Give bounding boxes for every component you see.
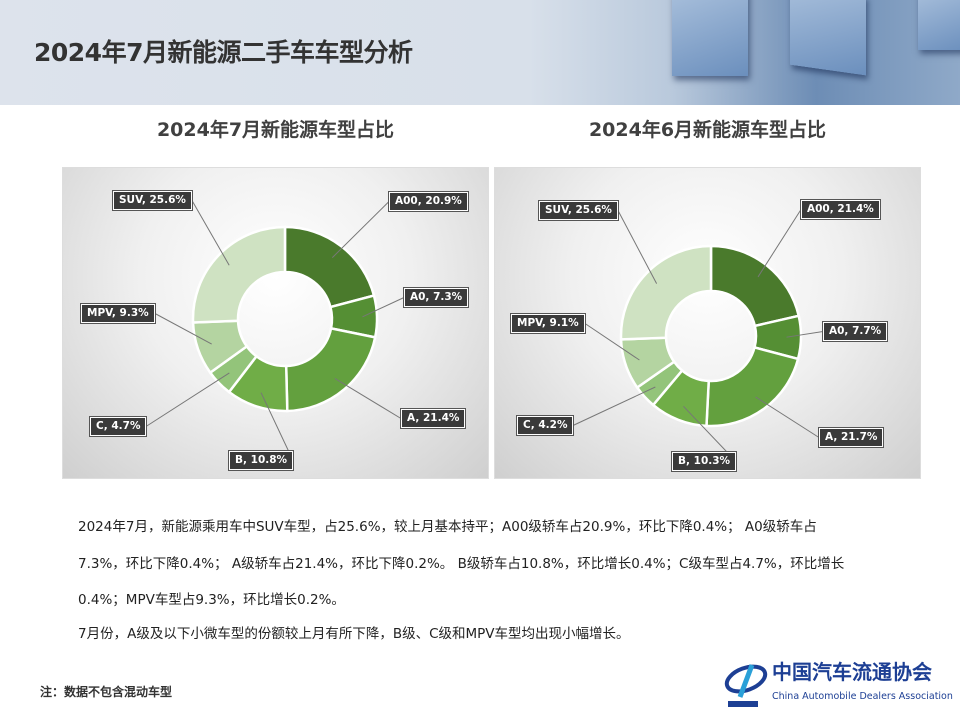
page-title: 2024年7月新能源二手车车型分析 (34, 38, 413, 67)
leader-line (154, 313, 212, 345)
leader-line (572, 386, 656, 426)
leader-line (757, 209, 802, 278)
leader-line (584, 323, 640, 361)
leader-line (331, 201, 390, 258)
footnote: 注：数据不包含混动车型 (40, 685, 173, 699)
logo-english-name: China Automobile Dealers Association (772, 691, 953, 702)
leader-line (755, 396, 820, 438)
slice-a00 (283, 225, 376, 309)
chart-title-june: 2024年6月新能源车型占比 (588, 119, 827, 141)
data-label-b: B, 10.3% (672, 452, 737, 471)
slice-a (705, 345, 800, 428)
analysis-line: 0.4%；MPV车型占9.3%，环比增长0.2%。 (78, 592, 345, 608)
decorative-cube (790, 0, 866, 76)
data-label-suv: SUV, 25.6% (539, 201, 618, 220)
data-label-mpv: MPV, 9.3% (81, 304, 155, 323)
donut-svg (145, 200, 405, 461)
data-label-c: C, 4.2% (517, 416, 574, 435)
data-label-a: A, 21.4% (401, 409, 466, 428)
data-label-c: C, 4.7% (90, 417, 147, 436)
slice-suv (619, 244, 713, 341)
leader-line (334, 377, 402, 419)
slice-suv (191, 225, 287, 324)
data-label-b: B, 10.8% (229, 451, 294, 470)
data-label-a: A, 21.7% (819, 428, 884, 447)
leader-line (260, 392, 294, 461)
data-label-a0: A0, 7.3% (404, 288, 469, 307)
analysis-line: 7月份，A级及以下小微车型的份额较上月有所下降，B级、C级和MPV车型均出现小幅… (78, 626, 630, 642)
donut-svg (572, 209, 824, 462)
slice-a00 (709, 244, 801, 328)
leader-line (191, 200, 230, 266)
cada-emblem-icon (724, 664, 768, 707)
data-label-suv: SUV, 25.6% (113, 191, 192, 210)
data-label-a00: A00, 20.9% (389, 192, 468, 211)
chart-title-july: 2024年7月新能源车型占比 (156, 119, 395, 141)
leader-line (617, 210, 658, 284)
data-label-a0: A0, 7.7% (823, 322, 888, 341)
cada-logo: 中国汽车流通协会 China Automobile Dealers Associ… (722, 661, 958, 711)
leader-line (786, 331, 824, 338)
leader-line (145, 372, 230, 427)
data-label-mpv: MPV, 9.1% (511, 314, 585, 333)
slice-a (284, 326, 377, 413)
analysis-line: 2024年7月，新能源乘用车中SUV车型，占25.6%，较上月基本持平；A00级… (78, 519, 817, 535)
donut-chart-july: A00, 20.9% A0, 7.3% A, 21.4% B, 10.8% C, 4.7… (62, 167, 489, 479)
leader-line (362, 297, 405, 318)
header-banner: 2024年7月新能源二手车车型分析 (0, 0, 960, 105)
decorative-cube (918, 0, 960, 50)
donut-chart-june: A00, 21.4% A0, 7.7% A, 21.7% B, 10.3% C, 4.2… (494, 167, 921, 479)
decorative-cube (672, 0, 748, 76)
logo-chinese-name: 中国汽车流通协会 (772, 660, 932, 684)
data-label-a00: A00, 21.4% (801, 200, 880, 219)
analysis-line: 7.3%，环比下降0.4%； A级轿车占21.4%，环比下降0.2%。 B级轿车… (78, 556, 845, 572)
